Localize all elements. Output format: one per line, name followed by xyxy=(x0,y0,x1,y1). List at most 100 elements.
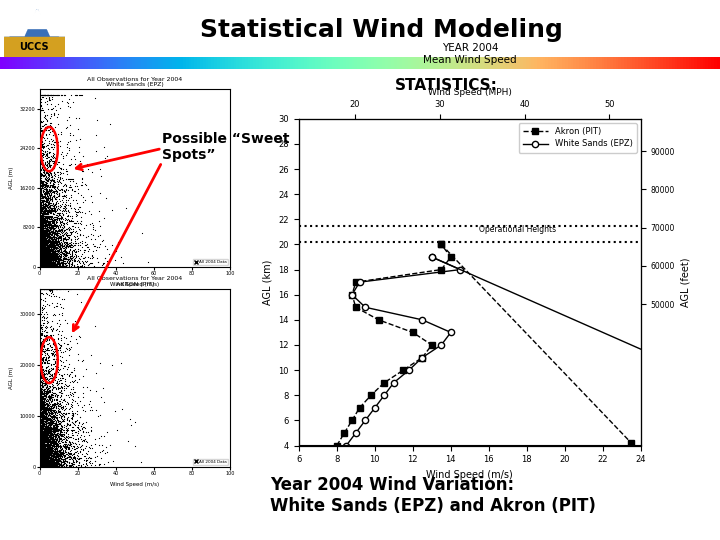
Point xyxy=(46,433,58,442)
Point xyxy=(65,154,76,163)
Point xyxy=(47,454,58,463)
Point xyxy=(34,246,45,254)
Point xyxy=(49,238,60,247)
Point xyxy=(36,252,48,261)
Point xyxy=(51,228,63,237)
Point xyxy=(36,456,48,465)
Point xyxy=(46,434,58,442)
Point xyxy=(35,461,47,469)
Point xyxy=(42,443,53,451)
Point xyxy=(34,235,45,244)
Point xyxy=(45,171,57,179)
Point xyxy=(37,456,49,464)
Point xyxy=(45,234,57,242)
Point xyxy=(40,457,52,466)
Point xyxy=(37,251,49,259)
Point xyxy=(37,424,48,433)
Point xyxy=(38,247,50,255)
Point xyxy=(38,448,50,456)
Point xyxy=(42,194,54,203)
Point xyxy=(39,254,50,262)
Point xyxy=(81,257,93,266)
Point xyxy=(55,418,66,427)
Point xyxy=(45,176,56,184)
Point xyxy=(45,447,56,455)
Point xyxy=(48,252,60,260)
Point xyxy=(44,237,55,246)
Point xyxy=(34,458,45,467)
Point xyxy=(34,227,45,236)
Point xyxy=(48,261,60,269)
Point xyxy=(35,452,47,461)
Point xyxy=(45,392,56,400)
Point xyxy=(39,217,50,225)
Point xyxy=(40,221,51,230)
Point xyxy=(60,429,71,438)
Point xyxy=(35,434,46,442)
Point xyxy=(40,448,51,457)
Point xyxy=(39,215,50,224)
Point xyxy=(37,442,49,450)
Point xyxy=(42,434,54,442)
Point xyxy=(40,458,52,467)
Point xyxy=(38,247,50,256)
Point xyxy=(47,255,58,264)
Point xyxy=(58,457,70,466)
Point xyxy=(60,249,72,258)
Point xyxy=(52,254,63,263)
Point xyxy=(35,440,47,449)
Point xyxy=(39,441,50,450)
Point xyxy=(38,461,50,470)
Point xyxy=(45,96,56,105)
Point xyxy=(40,314,52,323)
Point xyxy=(36,226,48,235)
Point xyxy=(35,453,47,461)
Point xyxy=(39,251,50,260)
Point xyxy=(58,333,70,342)
Point xyxy=(43,399,55,407)
Point xyxy=(35,400,46,408)
Point xyxy=(71,253,82,261)
Point xyxy=(37,201,49,210)
Point xyxy=(78,261,90,270)
Point xyxy=(44,241,55,250)
Point xyxy=(47,412,58,421)
Point xyxy=(34,240,45,248)
Point xyxy=(37,247,49,255)
Polygon shape xyxy=(4,10,65,57)
Point xyxy=(36,215,48,224)
Point xyxy=(50,255,61,264)
Point xyxy=(48,449,60,458)
Point xyxy=(40,431,51,440)
Point xyxy=(39,199,50,208)
Point xyxy=(98,460,109,469)
Point xyxy=(45,213,56,222)
Point xyxy=(62,253,73,261)
Point xyxy=(49,403,60,411)
Point xyxy=(36,159,48,167)
Point xyxy=(76,403,88,412)
Point xyxy=(42,249,53,258)
Point xyxy=(42,446,53,454)
Point xyxy=(42,262,53,271)
Point xyxy=(34,437,45,446)
Point xyxy=(41,229,53,238)
Point xyxy=(45,447,57,456)
Point xyxy=(44,218,55,227)
Point xyxy=(35,252,46,260)
Point xyxy=(37,260,48,268)
Point xyxy=(40,455,52,463)
Point xyxy=(53,456,64,464)
Point xyxy=(42,202,54,211)
Point xyxy=(51,231,63,240)
Point xyxy=(37,414,48,422)
Point xyxy=(45,248,56,257)
Point xyxy=(59,376,71,385)
Point xyxy=(49,253,60,262)
Point xyxy=(69,250,81,259)
Point xyxy=(53,201,64,210)
Point xyxy=(50,421,61,429)
Point xyxy=(75,238,86,247)
Point xyxy=(82,247,94,255)
Point xyxy=(62,255,73,264)
